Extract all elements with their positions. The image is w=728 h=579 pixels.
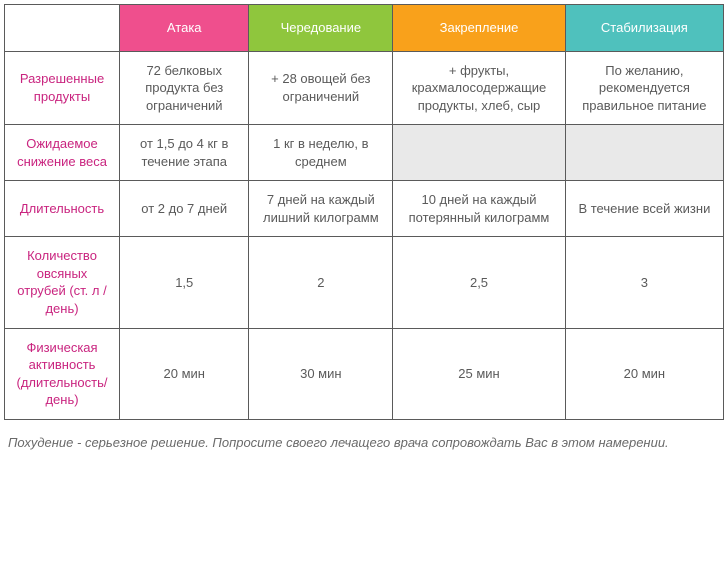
table-row: Длительностьот 2 до 7 дней7 дней на кажд…: [5, 181, 724, 237]
table-cell: 2,5: [393, 237, 566, 328]
table-cell: + фрукты, крахмалосодержащие продукты, х…: [393, 51, 566, 125]
table-cell: [565, 125, 723, 181]
table-cell: По желанию, рекомендуется правильное пит…: [565, 51, 723, 125]
diet-phases-table: АтакаЧередованиеЗакреплениеСтабилизация …: [4, 4, 724, 420]
row-label: Физическая активность (длительность/ ден…: [5, 328, 120, 419]
table-cell: 25 мин: [393, 328, 566, 419]
table-row: Разрешенные продукты72 белковых продукта…: [5, 51, 724, 125]
row-label: Длительность: [5, 181, 120, 237]
table-cell: [393, 125, 566, 181]
table-cell: от 2 до 7 дней: [120, 181, 249, 237]
table-cell: 3: [565, 237, 723, 328]
table-corner-cell: [5, 5, 120, 52]
column-header: Чередование: [249, 5, 393, 52]
table-row: Физическая активность (длительность/ ден…: [5, 328, 724, 419]
row-label: Количество овсяных отрубей (ст. л /день): [5, 237, 120, 328]
table-cell: 7 дней на каждый лишний килограмм: [249, 181, 393, 237]
table-cell: 20 мин: [120, 328, 249, 419]
table-cell: 10 дней на каждый потерянный килограмм: [393, 181, 566, 237]
column-header: Стабилизация: [565, 5, 723, 52]
footnote-text: Похудение - серьезное решение. Попросите…: [4, 420, 724, 456]
table-cell: + 28 овощей без ограничений: [249, 51, 393, 125]
table-cell: от 1,5 до 4 кг в течение этапа: [120, 125, 249, 181]
table-row: Ожидаемое снижение весаот 1,5 до 4 кг в …: [5, 125, 724, 181]
table-cell: В течение всей жизни: [565, 181, 723, 237]
row-label: Разрешенные продукты: [5, 51, 120, 125]
table-cell: 72 белковых продукта без ограничений: [120, 51, 249, 125]
table-cell: 30 мин: [249, 328, 393, 419]
row-label: Ожидаемое снижение веса: [5, 125, 120, 181]
table-cell: 20 мин: [565, 328, 723, 419]
table-cell: 1,5: [120, 237, 249, 328]
table-cell: 1 кг в неделю, в среднем: [249, 125, 393, 181]
table-cell: 2: [249, 237, 393, 328]
column-header: Закрепление: [393, 5, 566, 52]
column-header: Атака: [120, 5, 249, 52]
table-row: Количество овсяных отрубей (ст. л /день)…: [5, 237, 724, 328]
